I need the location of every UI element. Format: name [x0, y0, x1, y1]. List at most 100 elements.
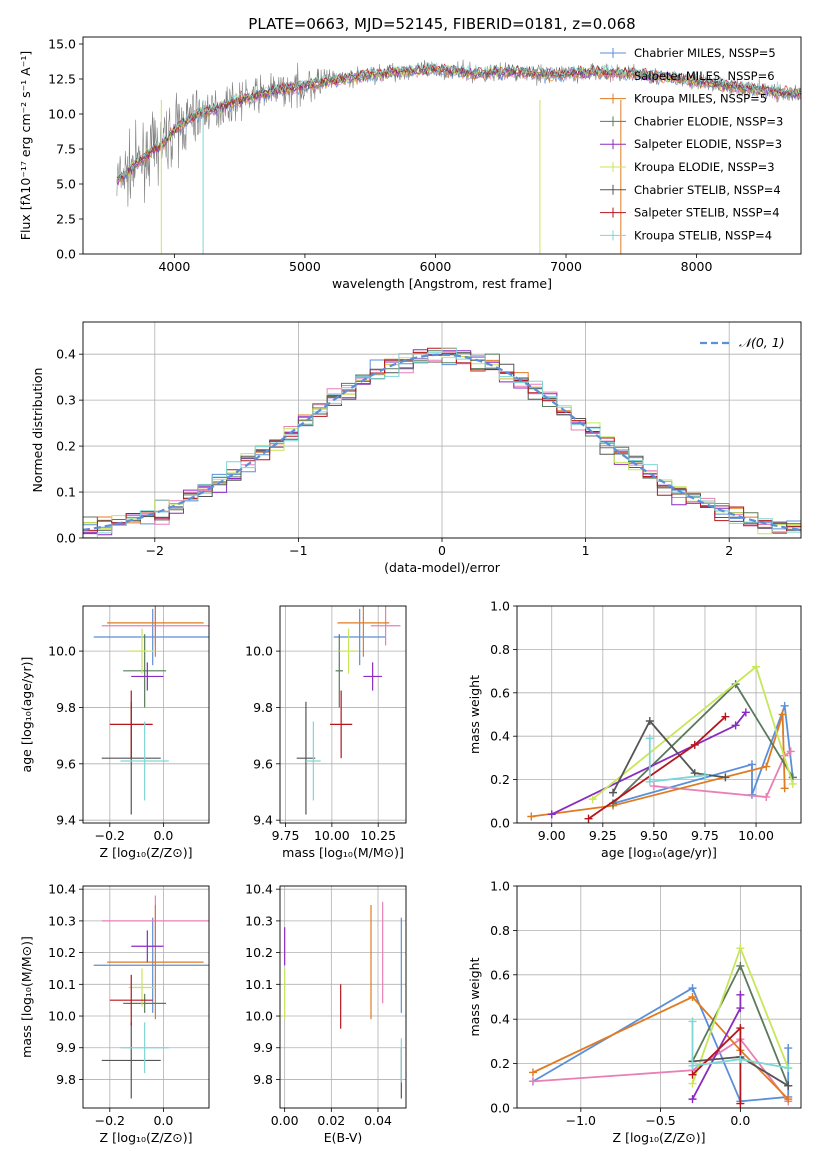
panel-massweight_vs_Z: −1.0 −0.5 0.0 0.0 0.2 0.4 0.6 0.8 1.0 Z [log₁₀(Z/…	[467, 879, 802, 1145]
x-axis-label: Z [log₁₀(Z/Z⊙)]	[613, 1130, 706, 1145]
axes-frame	[82, 605, 210, 824]
plus-marker-chabrier_stelib	[721, 773, 730, 782]
x-tick-label: 9.00	[538, 828, 566, 843]
legend-label-kroupa_elodie: Kroupa ELODIE, NSSP=3	[634, 160, 775, 174]
x-tick-label: 0.00	[271, 1113, 299, 1128]
y-tick-label: 1.0	[490, 599, 510, 614]
x-tick-label: 4000	[158, 259, 190, 274]
x-axis-label: mass [log₁₀(M/M⊙)]	[282, 845, 404, 860]
x-tick-label: −0.2	[95, 828, 125, 843]
plus-marker-salpeter_miles	[762, 792, 771, 801]
x-tick-label: 9.25	[589, 828, 617, 843]
y-tick-label: 9.8	[56, 1072, 76, 1087]
x-tick-label: 0.02	[317, 1113, 345, 1128]
legend-label-chabrier_elodie: Chabrier ELODIE, NSSP=3	[634, 114, 783, 128]
mass-weight-line-kroupa_stelib	[691, 1021, 789, 1069]
model-spectrum-chabrier_stelib	[116, 63, 801, 182]
x-tick-label: 9.75	[691, 828, 719, 843]
mass-weight-line-chabrier_stelib	[612, 719, 726, 794]
x-tick-label: −0.2	[95, 1113, 125, 1128]
axes-frame	[516, 885, 802, 1109]
plus-marker-salpeter_elodie	[547, 810, 556, 819]
x-tick-label: 0.0	[153, 1113, 173, 1128]
x-tick-label: 10.00	[738, 828, 774, 843]
x-tick-label: 5000	[289, 259, 321, 274]
plus-marker-kroupa_elodie	[588, 795, 597, 804]
y-tick-label: 10.3	[245, 913, 273, 928]
legend-label-chabrier_miles: Chabrier MILES, NSSP=5	[634, 46, 776, 60]
plus-marker-salpeter_elodie	[741, 708, 750, 717]
x-axis-label: (data-model)/error	[384, 560, 501, 575]
legend-label-kroupa_miles: Kroupa MILES, NSSP=5	[634, 92, 767, 106]
x-tick-label: −1	[289, 543, 307, 558]
x-tick-label: 0.04	[364, 1113, 392, 1128]
plus-marker-chabrier_elodie	[736, 961, 745, 970]
axes-frame	[82, 36, 802, 255]
plus-marker-salpeter_elodie	[731, 721, 740, 730]
plus-marker-kroupa_elodie	[688, 1079, 697, 1088]
legend-label-salpeter_stelib: Salpeter STELIB, NSSP=4	[634, 206, 780, 220]
legend-label-chabrier_stelib: Chabrier STELIB, NSSP=4	[634, 183, 781, 197]
y-tick-label: 1.0	[490, 879, 510, 894]
residual-histogram-chabrier_stelib	[83, 352, 801, 535]
gaussian-curve	[83, 353, 801, 531]
plus-marker-chabrier_stelib	[609, 788, 618, 797]
plus-marker-kroupa_stelib	[645, 777, 654, 786]
x-axis-label: wavelength [Angstrom, rest frame]	[332, 276, 552, 291]
x-tick-label: 9.75	[272, 828, 300, 843]
y-tick-label: 0.6	[490, 685, 510, 700]
legend-label-salpeter_miles: Salpeter MILES, NSSP=6	[634, 69, 775, 83]
y-tick-label: 0.6	[490, 967, 510, 982]
panel-mass_vs_Z: −0.2 0.0 9.8 9.9 10.0 10.1 10.2 10.3 10.4 Z [log₁…	[19, 882, 210, 1145]
mass-weight-line-salpeter_elodie	[551, 711, 747, 816]
plus-marker-salpeter_miles	[528, 1077, 537, 1086]
y-tick-label: 9.9	[253, 1040, 273, 1055]
plus-marker-kroupa_stelib	[688, 1061, 697, 1070]
panel-massweight_vs_age: 9.00 9.25 9.50 9.75 10.00 0.0 0.2 0.4 0.6 0.8 1.0 a…	[467, 599, 802, 860]
y-tick-label: 0.2	[490, 772, 510, 787]
y-tick-label: 0.0	[490, 1101, 510, 1116]
y-tick-label: 9.6	[56, 756, 76, 771]
x-tick-label: −0.5	[645, 1113, 675, 1128]
plus-marker-salpeter_elodie	[688, 1095, 697, 1104]
legend-label-salpeter_elodie: Salpeter ELODIE, NSSP=3	[634, 137, 782, 151]
mass-weight-line-kroupa_miles	[532, 995, 789, 1100]
y-tick-label: 0.4	[490, 729, 510, 744]
x-tick-label: 0.0	[153, 828, 173, 843]
axes-frame	[516, 605, 802, 824]
y-tick-label: 7.5	[56, 142, 76, 157]
y-axis-label: mass weight	[467, 675, 482, 754]
plus-marker-salpeter_stelib	[690, 740, 699, 749]
y-tick-label: 9.8	[253, 1072, 273, 1087]
y-tick-label: 10.4	[48, 882, 76, 897]
x-tick-label: 10.00	[314, 828, 350, 843]
panel-age_vs_mass: 9.75 10.00 10.25 9.4 9.6 9.8 10.0 mass [log₁₀(M…	[245, 605, 407, 860]
axes-frame	[82, 885, 210, 1109]
plot-area	[280, 606, 406, 823]
x-tick-label: 0.0	[730, 1113, 750, 1128]
y-tick-label: 9.9	[56, 1040, 76, 1055]
y-axis-label: mass [log₁₀(M/M⊙)]	[19, 936, 34, 1058]
x-tick-label: 9.50	[640, 828, 668, 843]
axes-frame	[82, 321, 802, 539]
x-axis-label: age [log₁₀(age/yr)]	[601, 845, 717, 860]
plus-marker-kroupa_stelib	[688, 1017, 697, 1026]
y-axis-label: age [log₁₀(age/yr)]	[19, 657, 34, 773]
y-tick-label: 10.1	[48, 977, 76, 992]
y-tick-label: 0.0	[490, 816, 510, 831]
plus-marker-salpeter_stelib	[688, 1070, 697, 1079]
spectrum-legend: Chabrier MILES, NSSP=5 Salpeter MILES, NS…	[600, 46, 783, 242]
y-tick-label: 0.8	[490, 642, 510, 657]
plot-area	[83, 606, 209, 823]
x-tick-label: 0	[438, 543, 446, 558]
plus-marker-kroupa_miles	[527, 812, 536, 821]
y-axis-label: Flux [fλ10⁻¹⁷ erg cm⁻² s⁻¹ A⁻¹]	[18, 51, 33, 240]
x-tick-label: −1.0	[566, 1113, 596, 1128]
y-axis-label: Normed distribution	[30, 368, 45, 493]
y-tick-label: 10.2	[245, 945, 273, 960]
y-tick-label: 10.0	[48, 1009, 76, 1024]
plus-marker-salpeter_elodie	[736, 1004, 745, 1013]
x-tick-label: 7000	[550, 259, 582, 274]
plus-marker-chabrier_stelib	[784, 1081, 793, 1090]
plot-area	[83, 886, 209, 1108]
